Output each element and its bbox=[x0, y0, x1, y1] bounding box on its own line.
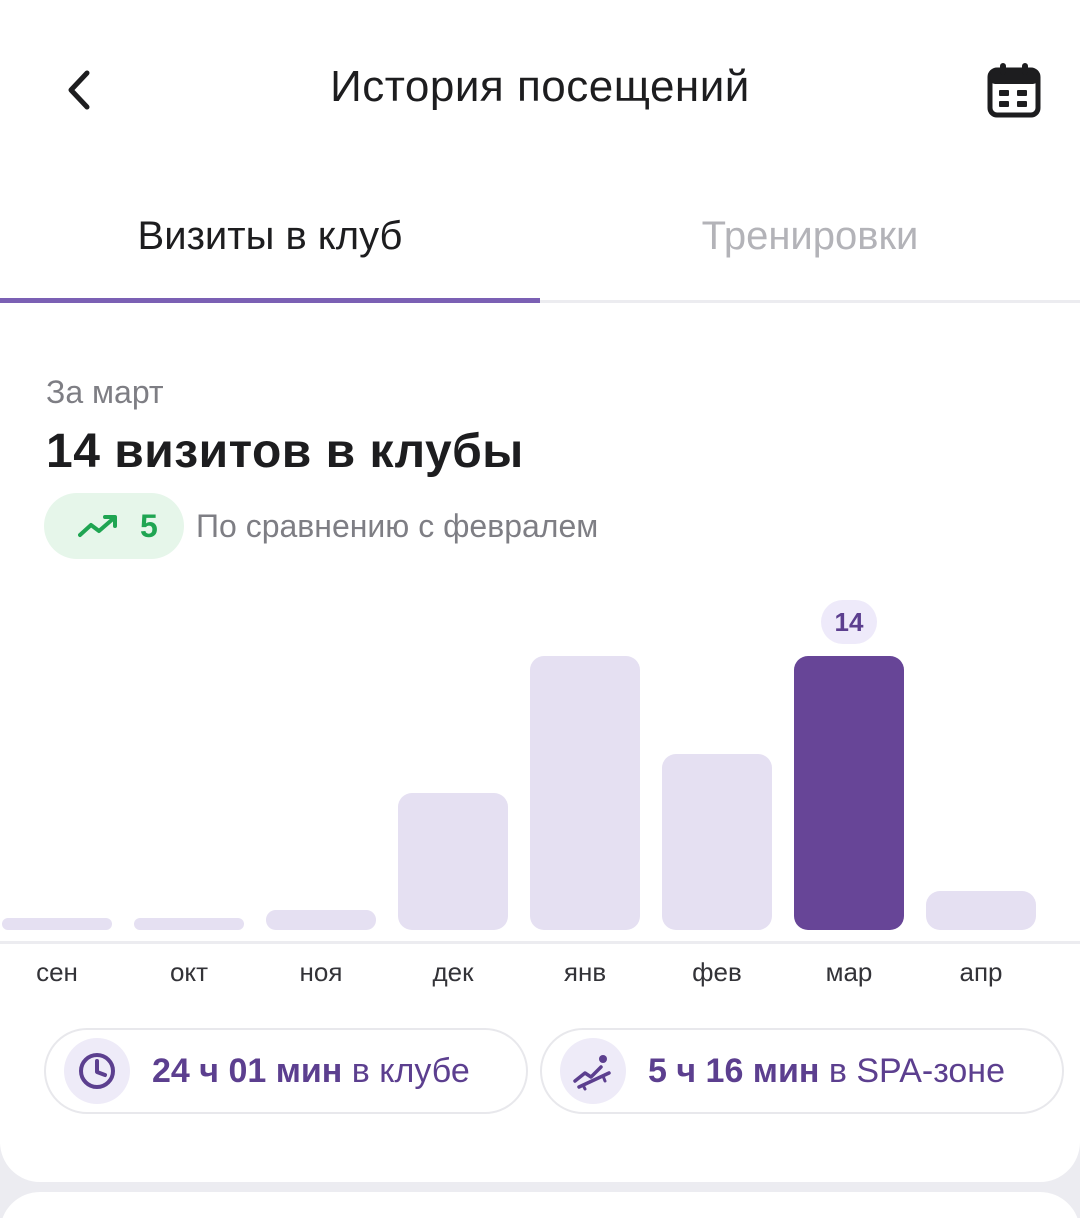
month-label: апр bbox=[959, 957, 1003, 987]
spa-time-value: 5 ч 16 мин bbox=[648, 1051, 820, 1090]
club-time-value: 24 ч 01 мин bbox=[152, 1051, 343, 1090]
month-label: мар bbox=[825, 957, 873, 987]
page-title: История посещений bbox=[330, 62, 750, 111]
bar-мар[interactable] bbox=[794, 656, 904, 930]
trending-up-icon bbox=[78, 515, 117, 537]
bar-окт[interactable] bbox=[134, 918, 244, 930]
bar-фев[interactable] bbox=[662, 753, 772, 930]
month-label: окт bbox=[169, 957, 209, 987]
chart-baseline bbox=[0, 941, 1080, 944]
back-button[interactable] bbox=[48, 60, 108, 120]
calendar-icon bbox=[987, 63, 1041, 118]
tab-bar: Визиты в клуб Тренировки bbox=[0, 182, 1080, 304]
month-label: сен bbox=[36, 957, 78, 987]
club-time-text: 24 ч 01 мин в клубе bbox=[152, 1052, 470, 1091]
bar-апр[interactable] bbox=[926, 890, 1036, 930]
tab-divider bbox=[0, 300, 1080, 303]
period-label: За март bbox=[46, 374, 164, 410]
bar-сен[interactable] bbox=[2, 918, 112, 930]
visits-headline: 14 визитов в клубы bbox=[46, 425, 524, 478]
bar-янв[interactable] bbox=[530, 656, 640, 930]
spa-lounger-icon bbox=[573, 1055, 611, 1091]
next-card-edge bbox=[0, 1192, 1080, 1218]
clock-icon-wrap bbox=[64, 1038, 130, 1104]
tab-club-visits[interactable]: Визиты в клуб bbox=[137, 214, 403, 258]
month-label: янв bbox=[563, 957, 607, 987]
trend-value: 5 bbox=[140, 507, 158, 544]
trend-badge: 5 bbox=[44, 493, 184, 559]
calendar-button[interactable] bbox=[982, 58, 1046, 122]
club-time-suffix: в клубе bbox=[342, 1051, 470, 1090]
spa-time-pill[interactable]: 5 ч 16 мин в SPA-зоне bbox=[540, 1028, 1064, 1114]
month-label: дек bbox=[432, 957, 474, 987]
active-tab-indicator bbox=[0, 298, 540, 303]
club-time-pill[interactable]: 24 ч 01 мин в клубе bbox=[44, 1028, 528, 1114]
stats-card: Визиты в клуб Тренировки За март 14 визи… bbox=[0, 182, 1080, 1182]
chevron-left-icon bbox=[68, 70, 90, 110]
clock-icon bbox=[79, 1053, 115, 1089]
trend-comparison-text: По сравнению с февралем bbox=[196, 508, 599, 544]
header: История посещений bbox=[0, 0, 1080, 182]
monthly-visits-chart: сен окт ноя дек янв фев мар 14 апр bbox=[0, 587, 1080, 987]
month-label: фев bbox=[692, 957, 742, 987]
month-label: ноя bbox=[299, 957, 343, 987]
selected-value-label: 14 bbox=[821, 600, 877, 644]
spa-time-text: 5 ч 16 мин в SPA-зоне bbox=[648, 1052, 1005, 1091]
bar-дек[interactable] bbox=[398, 793, 508, 930]
spa-icon-wrap bbox=[560, 1038, 626, 1104]
bar-ноя[interactable] bbox=[266, 910, 376, 930]
spa-time-suffix: в SPA-зоне bbox=[819, 1051, 1005, 1090]
tab-workouts[interactable]: Тренировки bbox=[701, 214, 919, 258]
